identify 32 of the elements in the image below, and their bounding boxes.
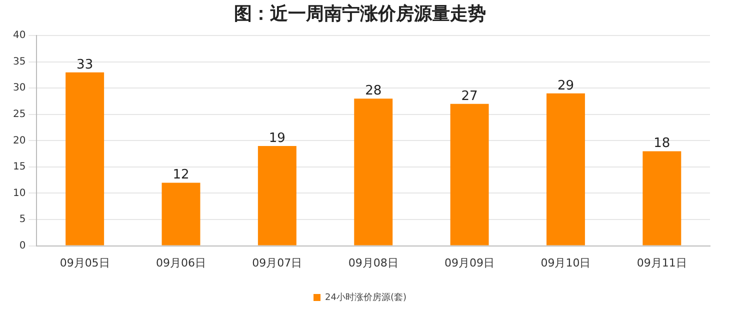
y-tick-label: 0 [19, 240, 26, 252]
legend-label: 24小时涨价房源(套) [325, 292, 406, 303]
bar [258, 146, 296, 246]
bar [162, 182, 200, 246]
data-label: 18 [654, 136, 670, 152]
y-tick-label: 25 [12, 109, 26, 120]
bar [450, 104, 489, 246]
x-tick-label: 09月11日 [636, 256, 687, 270]
y-tick-label: 15 [12, 162, 26, 173]
y-tick-label: 5 [19, 214, 26, 226]
bar [642, 151, 682, 246]
data-label: 28 [365, 84, 382, 99]
data-label: 27 [461, 88, 478, 104]
y-tick-label: 20 [12, 135, 26, 146]
y-tick-label: 35 [12, 56, 26, 68]
x-tick-label: 09月10日 [540, 256, 591, 270]
x-tick-label: 09月07日 [252, 256, 302, 270]
y-tick-label: 40 [12, 30, 26, 42]
x-tick-label: 09月08日 [348, 256, 398, 270]
data-label: 12 [172, 168, 190, 183]
x-tick-label: 09月06日 [156, 256, 206, 270]
y-tick-label: 30 [12, 82, 26, 94]
data-label: 29 [557, 78, 574, 94]
bar [66, 72, 104, 246]
data-label: 19 [268, 130, 286, 146]
x-tick-label: 09月05日 [60, 256, 110, 270]
bar [546, 93, 585, 246]
x-tick-label: 09月09日 [444, 256, 495, 270]
y-tick-label: 10 [12, 188, 26, 199]
chart-title: 图：近一周南宁涨价房源量走势 [234, 3, 486, 24]
data-label: 33 [76, 57, 94, 72]
bar [354, 98, 393, 246]
